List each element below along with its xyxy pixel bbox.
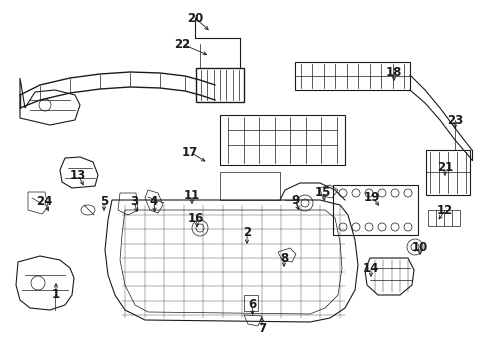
Text: 3: 3 — [130, 194, 138, 207]
Text: 1: 1 — [52, 288, 60, 302]
Text: 7: 7 — [257, 321, 265, 334]
Text: 23: 23 — [446, 113, 462, 126]
Text: 6: 6 — [247, 298, 256, 311]
Text: 11: 11 — [183, 189, 200, 202]
Text: 5: 5 — [100, 194, 108, 207]
Bar — [427, 210, 459, 226]
Text: 10: 10 — [411, 240, 427, 253]
Text: 4: 4 — [149, 194, 158, 207]
Bar — [244, 295, 258, 311]
Text: 24: 24 — [36, 194, 52, 207]
Bar — [220, 172, 280, 200]
Text: 21: 21 — [436, 161, 452, 174]
Text: 16: 16 — [187, 212, 204, 225]
Text: 12: 12 — [436, 203, 452, 216]
Text: 15: 15 — [314, 185, 330, 198]
Text: 9: 9 — [290, 194, 299, 207]
Text: 14: 14 — [362, 261, 378, 274]
Text: 20: 20 — [186, 12, 203, 24]
Text: 8: 8 — [279, 252, 287, 265]
Text: 17: 17 — [182, 145, 198, 158]
Text: 2: 2 — [243, 225, 250, 239]
Text: 18: 18 — [385, 66, 401, 78]
Text: 19: 19 — [363, 190, 379, 203]
Text: 13: 13 — [70, 168, 86, 181]
Text: 22: 22 — [174, 37, 190, 50]
